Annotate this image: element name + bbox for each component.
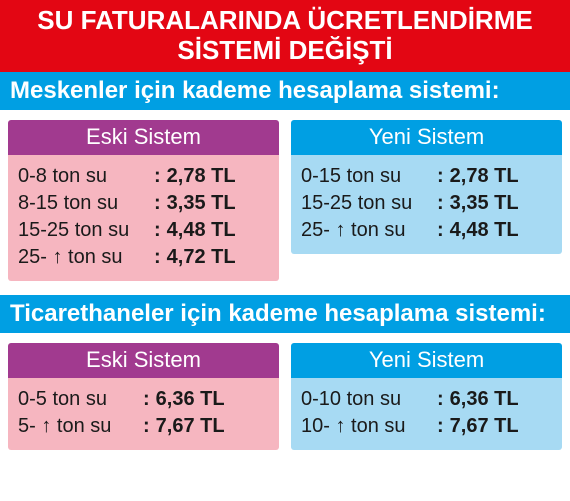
price-value: 4,48 TL <box>167 217 236 244</box>
colon: : <box>433 413 450 440</box>
colon: : <box>433 190 450 217</box>
colon: : <box>433 386 450 413</box>
price-value: 3,35 TL <box>167 190 236 217</box>
range-label: 15-25 ton su <box>18 217 150 244</box>
range-label: 0-10 ton su <box>301 386 433 413</box>
range-label: 0-5 ton su <box>18 386 139 413</box>
main-banner: SU FATURALARINDA ÜCRETLENDİRME SİSTEMİ D… <box>0 0 570 72</box>
price-value: 4,48 TL <box>450 217 519 244</box>
price-value: 4,72 TL <box>167 244 236 271</box>
price-value: 6,36 TL <box>450 386 519 413</box>
banner-line1: SU FATURALARINDA ÜCRETLENDİRME <box>8 6 562 36</box>
price-value: 2,78 TL <box>167 163 236 190</box>
range-label: 0-8 ton su <box>18 163 150 190</box>
price-value: 7,67 TL <box>450 413 519 440</box>
price-row: 0-8 ton su:2,78 TL <box>18 163 269 190</box>
colon: : <box>150 244 167 271</box>
colon: : <box>433 163 450 190</box>
panels-meskenler: Eski Sistem 0-8 ton su:2,78 TL8-15 ton s… <box>0 110 570 295</box>
price-value: 2,78 TL <box>450 163 519 190</box>
price-value: 3,35 TL <box>450 190 519 217</box>
colon: : <box>150 217 167 244</box>
price-row: 0-10 ton su:6,36 TL <box>301 386 552 413</box>
range-label: 0-15 ton su <box>301 163 433 190</box>
price-row: 10- ↑ ton su:7,67 TL <box>301 413 552 440</box>
panel-new-ticarethaneler: Yeni Sistem 0-10 ton su:6,36 TL10- ↑ ton… <box>291 343 562 450</box>
panel-new-header: Yeni Sistem <box>291 343 562 378</box>
price-row: 25- ↑ ton su:4,72 TL <box>18 244 269 271</box>
panel-old-body: 0-8 ton su:2,78 TL8-15 ton su:3,35 TL15-… <box>8 155 279 281</box>
colon: : <box>139 413 156 440</box>
price-row: 8-15 ton su:3,35 TL <box>18 190 269 217</box>
panel-new-header: Yeni Sistem <box>291 120 562 155</box>
range-label: 25- ↑ ton su <box>301 217 433 244</box>
range-label: 8-15 ton su <box>18 190 150 217</box>
range-label: 5- ↑ ton su <box>18 413 139 440</box>
price-value: 6,36 TL <box>156 386 225 413</box>
colon: : <box>150 190 167 217</box>
panel-old-header: Eski Sistem <box>8 120 279 155</box>
panel-old-header: Eski Sistem <box>8 343 279 378</box>
panel-old-body: 0-5 ton su:6,36 TL5- ↑ ton su:7,67 TL <box>8 378 279 450</box>
section-header-ticarethaneler: Ticarethaneler için kademe hesaplama sis… <box>0 295 570 333</box>
section-header-meskenler: Meskenler için kademe hesaplama sistemi: <box>0 72 570 110</box>
range-label: 25- ↑ ton su <box>18 244 150 271</box>
colon: : <box>433 217 450 244</box>
colon: : <box>139 386 156 413</box>
panel-new-body: 0-10 ton su:6,36 TL10- ↑ ton su:7,67 TL <box>291 378 562 450</box>
range-label: 10- ↑ ton su <box>301 413 433 440</box>
price-row: 0-15 ton su:2,78 TL <box>301 163 552 190</box>
price-row: 15-25 ton su:3,35 TL <box>301 190 552 217</box>
panel-new-body: 0-15 ton su:2,78 TL15-25 ton su:3,35 TL2… <box>291 155 562 254</box>
panel-old-meskenler: Eski Sistem 0-8 ton su:2,78 TL8-15 ton s… <box>8 120 279 281</box>
price-row: 25- ↑ ton su:4,48 TL <box>301 217 552 244</box>
panel-old-ticarethaneler: Eski Sistem 0-5 ton su:6,36 TL5- ↑ ton s… <box>8 343 279 450</box>
banner-line2: SİSTEMİ DEĞİŞTİ <box>8 36 562 66</box>
panels-ticarethaneler: Eski Sistem 0-5 ton su:6,36 TL5- ↑ ton s… <box>0 333 570 464</box>
price-row: 0-5 ton su:6,36 TL <box>18 386 269 413</box>
price-value: 7,67 TL <box>156 413 225 440</box>
price-row: 15-25 ton su:4,48 TL <box>18 217 269 244</box>
price-row: 5- ↑ ton su:7,67 TL <box>18 413 269 440</box>
colon: : <box>150 163 167 190</box>
range-label: 15-25 ton su <box>301 190 433 217</box>
panel-new-meskenler: Yeni Sistem 0-15 ton su:2,78 TL15-25 ton… <box>291 120 562 281</box>
